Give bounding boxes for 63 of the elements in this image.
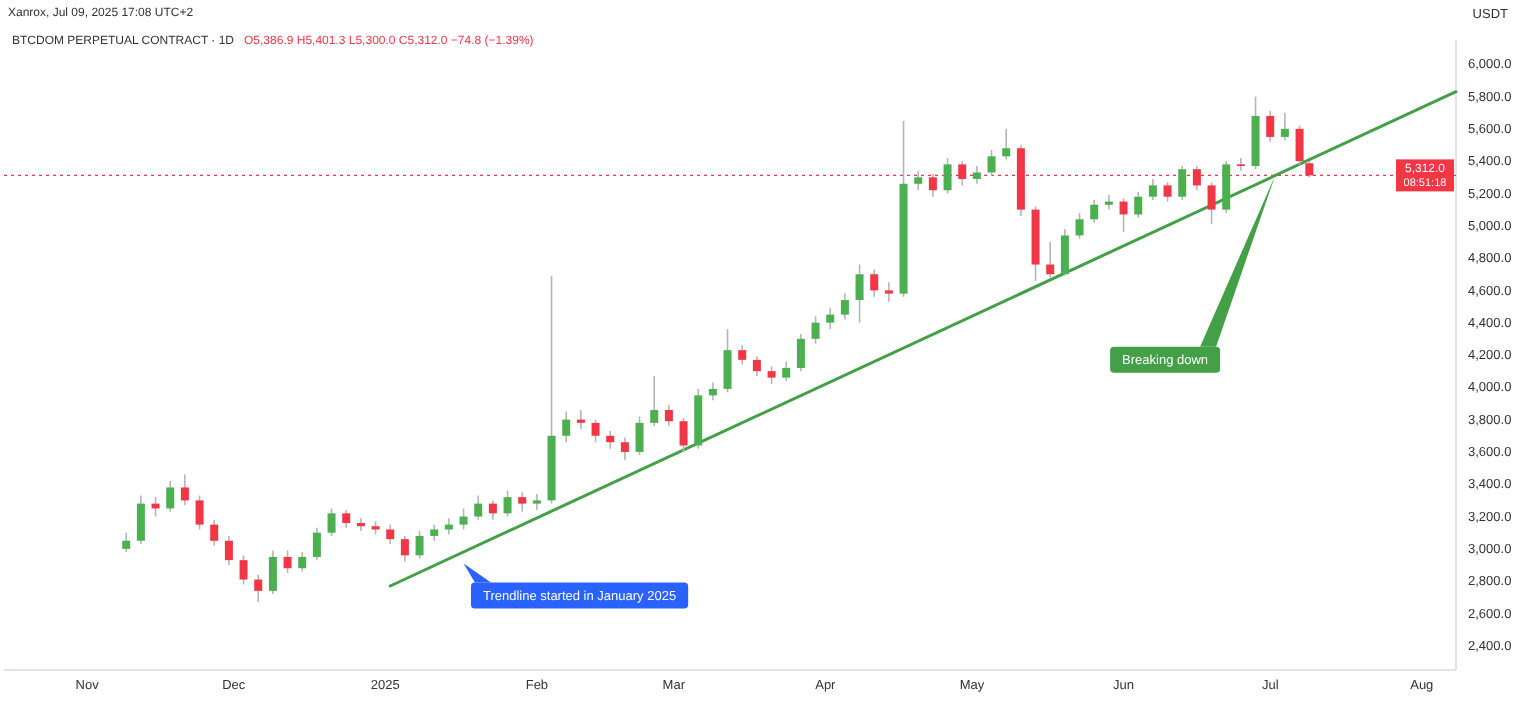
candlestick — [1236, 157, 1245, 172]
candlestick — [884, 281, 893, 303]
candlestick — [855, 263, 864, 324]
candlestick — [987, 149, 996, 177]
candlestick — [826, 307, 835, 330]
candlestick — [1002, 128, 1011, 161]
candlestick — [239, 554, 248, 586]
candlestick — [650, 375, 659, 427]
candlestick — [327, 507, 336, 537]
candlestick — [664, 404, 673, 427]
candlestick — [356, 517, 365, 532]
candlestick — [386, 523, 395, 545]
candlestick — [1119, 197, 1128, 234]
candlestick — [782, 360, 791, 382]
candlestick — [679, 417, 688, 453]
candlestick — [532, 493, 541, 511]
candlestick — [1060, 228, 1069, 277]
candlestick — [562, 410, 571, 444]
candlestick — [1134, 191, 1143, 219]
candlestick — [195, 494, 204, 531]
candlestick — [283, 549, 292, 574]
candlestick — [1222, 160, 1231, 214]
candlestick — [1090, 199, 1099, 224]
candlestick — [298, 551, 307, 573]
candlestick — [474, 494, 483, 521]
candlestick — [1295, 124, 1304, 166]
candlestick — [752, 355, 761, 377]
candlestick — [723, 328, 732, 393]
candlestick — [254, 573, 263, 603]
candlestick — [914, 170, 923, 192]
candlestick — [840, 292, 849, 321]
candlestick — [1266, 110, 1275, 143]
candlestick — [122, 531, 131, 553]
candlestick — [796, 333, 805, 372]
candlestick — [635, 415, 644, 456]
candlestick — [210, 518, 219, 547]
candlestick — [518, 491, 527, 513]
candlestick — [180, 473, 189, 507]
candlestick — [1163, 181, 1172, 203]
candlestick — [1207, 181, 1216, 225]
candlestick — [1104, 194, 1113, 211]
candlestick — [415, 530, 424, 560]
candlestick — [312, 527, 321, 561]
candlestick — [943, 157, 952, 195]
candlestick — [591, 418, 600, 444]
candlestick — [1178, 165, 1187, 201]
candlestick — [1148, 178, 1157, 201]
candlestick — [459, 507, 468, 531]
candlestick — [1075, 212, 1084, 240]
candlestick — [224, 535, 233, 566]
candlestick — [1280, 111, 1289, 141]
candlestick — [503, 489, 512, 518]
candlestick — [870, 268, 879, 298]
candlestick — [1046, 241, 1055, 279]
candlestick — [738, 344, 747, 366]
candlestick — [620, 436, 629, 461]
candlestick — [136, 494, 145, 545]
candlestick — [576, 409, 585, 431]
candlestick — [268, 549, 277, 595]
candlestick — [488, 499, 497, 521]
candlestick — [400, 535, 409, 563]
candlestick — [811, 315, 820, 345]
candlestick — [166, 480, 175, 513]
